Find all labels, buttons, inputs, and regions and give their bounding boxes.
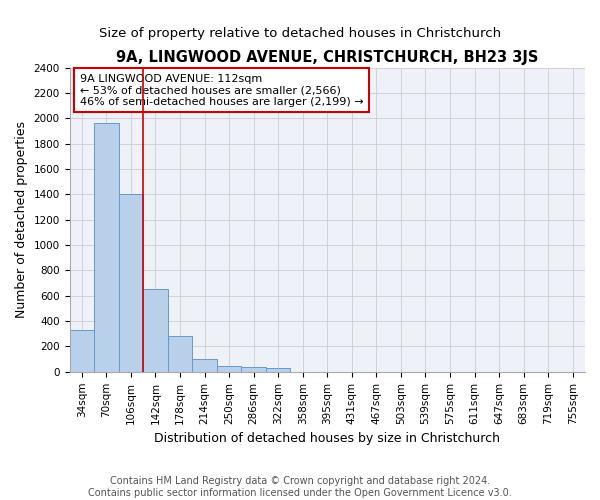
Bar (70, 330, 94, 372)
Y-axis label: Number of detached properties: Number of detached properties (15, 121, 28, 318)
Bar (241, 366, 266, 372)
Bar (168, 336, 192, 372)
Bar (192, 358, 217, 372)
Bar (266, 368, 290, 372)
Bar (119, 194, 143, 372)
Title: 9A, LINGWOOD AVENUE, CHRISTCHURCH, BH23 3JS: 9A, LINGWOOD AVENUE, CHRISTCHURCH, BH23 … (116, 50, 538, 65)
Bar (94, 124, 119, 372)
Bar (217, 366, 241, 372)
Text: Contains HM Land Registry data © Crown copyright and database right 2024.
Contai: Contains HM Land Registry data © Crown c… (88, 476, 512, 498)
Text: 9A LINGWOOD AVENUE: 112sqm
← 53% of detached houses are smaller (2,566)
46% of s: 9A LINGWOOD AVENUE: 112sqm ← 53% of deta… (80, 74, 364, 107)
X-axis label: Distribution of detached houses by size in Christchurch: Distribution of detached houses by size … (154, 432, 500, 445)
Text: Size of property relative to detached houses in Christchurch: Size of property relative to detached ho… (99, 28, 501, 40)
Bar (143, 290, 168, 372)
